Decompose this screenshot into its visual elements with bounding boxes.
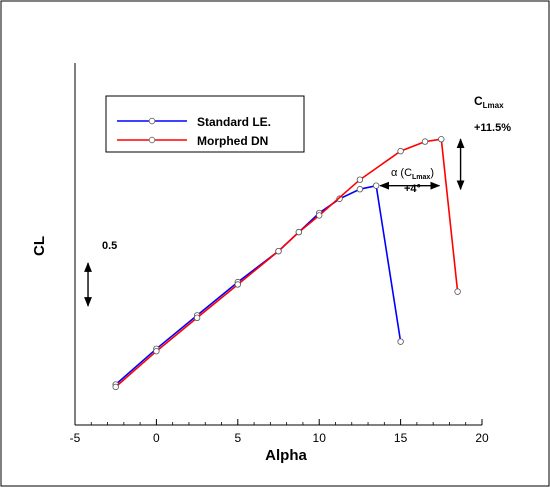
data-point bbox=[193, 314, 201, 322]
data-point bbox=[153, 347, 160, 355]
data-point bbox=[356, 186, 364, 193]
alpha-shift-suffix: ) bbox=[430, 167, 434, 179]
clmax-subscript: Lmax bbox=[483, 101, 504, 110]
clmax-change: +11.5% bbox=[474, 122, 511, 134]
alpha-shift-label: α (CLmax) bbox=[391, 167, 434, 181]
legend: Standard LE. Morphed DN bbox=[105, 95, 305, 153]
x-tick-label: 10 bbox=[313, 431, 327, 445]
x-axis-title: Alpha bbox=[265, 447, 307, 464]
y-axis-title: CL bbox=[31, 236, 48, 256]
clmax-label: CLmax bbox=[474, 94, 504, 110]
data-point bbox=[234, 281, 241, 288]
data-point bbox=[421, 138, 429, 145]
x-tick-label: 20 bbox=[475, 431, 489, 445]
data-point bbox=[372, 182, 380, 189]
axes: -5 0 5 10 15 20 bbox=[70, 63, 489, 445]
legend-label-standard: Standard LE. bbox=[197, 115, 271, 129]
series-layer bbox=[112, 136, 461, 391]
legend-label-morphed: Morphed DN bbox=[197, 134, 268, 148]
x-tick-label: 15 bbox=[394, 431, 408, 445]
x-tick-label: 0 bbox=[153, 431, 160, 445]
legend-marker-morphed bbox=[148, 136, 156, 144]
alpha-shift-subscript: Lmax bbox=[412, 174, 430, 181]
scale-bar-label: 0.5 bbox=[102, 240, 117, 252]
legend-marker-standard bbox=[148, 117, 156, 125]
annotations bbox=[84, 138, 465, 307]
data-point bbox=[397, 338, 404, 345]
data-point bbox=[454, 288, 461, 295]
data-point bbox=[356, 176, 364, 183]
clmax-title: C bbox=[474, 94, 483, 108]
data-point bbox=[397, 147, 404, 155]
data-point bbox=[295, 228, 303, 236]
legend-box bbox=[105, 95, 305, 153]
data-point bbox=[275, 247, 282, 255]
data-point bbox=[316, 212, 323, 219]
data-point bbox=[438, 136, 445, 143]
x-tick-label: 5 bbox=[234, 431, 241, 445]
alpha-shift-change: +4° bbox=[404, 183, 421, 195]
alpha-shift-prefix: α (C bbox=[391, 167, 412, 179]
x-tick-label: -5 bbox=[70, 431, 81, 445]
series-morphed-dn bbox=[112, 136, 461, 391]
data-point bbox=[112, 383, 119, 391]
